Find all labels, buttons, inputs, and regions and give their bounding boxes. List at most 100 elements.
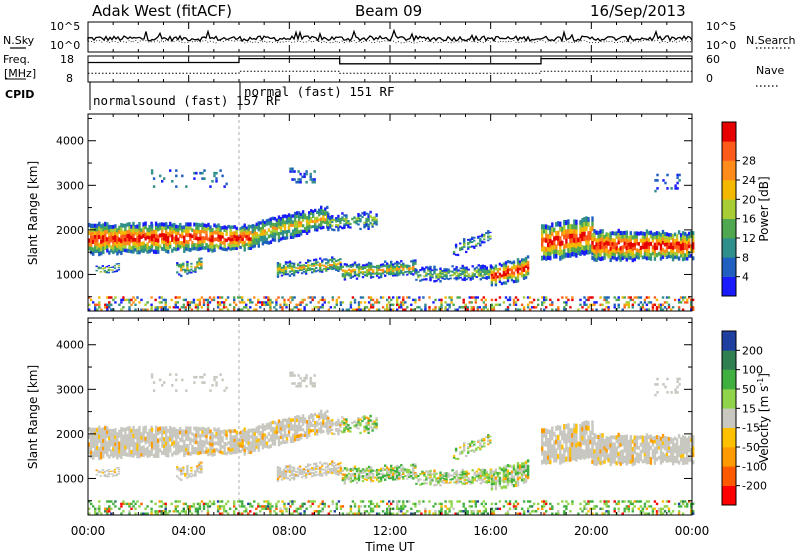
power-cell-1075 <box>341 269 345 272</box>
velocity-cell-452 <box>219 435 222 439</box>
velocity-cell-1888 <box>609 439 612 444</box>
velocity-cell-479 <box>229 438 232 443</box>
velocity-cell-634 <box>275 422 279 426</box>
power-cell-1435 <box>479 266 482 270</box>
power-cell-1867 <box>603 245 606 250</box>
power-cell-2262 <box>181 174 184 178</box>
power-cell-2778 <box>494 298 498 302</box>
velocity-cell-1955 <box>629 452 632 457</box>
power-cell-2662 <box>390 298 393 302</box>
velocity-cell-896 <box>373 420 376 423</box>
velocity-cell-584 <box>261 445 265 450</box>
power-cell-1921 <box>619 238 622 243</box>
velocity-cell-1378 <box>457 478 460 481</box>
velocity-cell-1450 <box>485 481 488 484</box>
power-cell-1220 <box>394 265 397 268</box>
velocity-cell-1215 <box>392 467 395 470</box>
power-cell-2876 <box>605 306 608 309</box>
power-cell-1395 <box>463 272 466 276</box>
power-cell-857 <box>357 220 360 223</box>
power-cell-1766 <box>575 229 578 235</box>
velocity-cell-715 <box>301 428 305 432</box>
velocity-cell-327 <box>181 448 184 452</box>
velocity-cell-1728 <box>565 442 568 448</box>
velocity-cell-120 <box>120 438 123 444</box>
power-cell-2773 <box>490 303 494 306</box>
power-cell-1743 <box>569 233 572 239</box>
power-cell-836 <box>343 217 346 221</box>
velocity-cell-1198 <box>388 471 391 474</box>
power-cell-2311 <box>654 189 657 193</box>
power-cell-2205 <box>198 267 201 270</box>
velocity-cell-428 <box>211 438 214 443</box>
power-cell-2895 <box>623 306 626 309</box>
power-cell-2263 <box>185 185 188 188</box>
velocity-cell-1762 <box>575 451 578 457</box>
power-cell-1083 <box>345 273 349 276</box>
power-cell-1993 <box>641 241 645 246</box>
power-cell-538 <box>247 240 250 244</box>
power-cell-2408 <box>162 298 165 302</box>
power-cell-2325 <box>676 176 679 179</box>
power-cell-2585 <box>317 308 320 311</box>
velocity-cell-1646 <box>526 467 530 471</box>
velocity-cell-256 <box>159 448 162 453</box>
velocity-cell-1854 <box>599 441 602 446</box>
power-cell-1852 <box>599 245 602 250</box>
power-cell-639 <box>277 222 281 226</box>
power-cell-1277 <box>414 259 417 262</box>
velocity-cell-412 <box>207 448 210 453</box>
power-cell-1759 <box>573 224 576 229</box>
power-cell-250 <box>157 246 160 251</box>
power-cell-1973 <box>633 231 636 236</box>
velocity-cell-200 <box>142 437 145 442</box>
power-cell-2078 <box>667 254 671 259</box>
velocity-cell-1604 <box>512 464 516 468</box>
power-cell-369 <box>193 222 196 227</box>
power-cell-423 <box>209 225 212 229</box>
power-cell-1819 <box>591 221 594 227</box>
velocity-cell-419 <box>209 442 212 446</box>
power-cell-2359 <box>114 301 117 304</box>
velocity-cell-1388 <box>461 474 464 477</box>
power-cell-1437 <box>481 276 484 279</box>
power-cell-877 <box>365 217 368 220</box>
velocity-cell-352 <box>187 430 190 434</box>
velocity-cell-1545 <box>492 475 496 479</box>
power-cell-2550 <box>283 301 286 304</box>
power-cell-1812 <box>589 230 592 236</box>
power-cell-186 <box>138 237 141 243</box>
power-cell-258 <box>159 226 162 231</box>
velocity-cell-478 <box>229 442 232 446</box>
power-cell-32 <box>96 234 99 239</box>
velocity-cell-383 <box>197 426 200 431</box>
power-cell-232 <box>150 234 154 238</box>
power-cell-1767 <box>575 224 578 230</box>
velocity-cell-1097 <box>349 469 353 472</box>
velocity-cell-1460 <box>487 476 490 479</box>
power-cell-2638 <box>369 298 373 302</box>
power-cell-2 <box>88 238 91 243</box>
velocity-cell-23 <box>94 442 97 447</box>
power-cell-2241 <box>113 267 117 269</box>
power-cell-1977 <box>635 241 638 246</box>
velocity-cell-923 <box>282 475 286 478</box>
power-cell-1800 <box>585 221 588 227</box>
power-cell-94 <box>112 224 115 229</box>
velocity-cell-95 <box>114 452 117 457</box>
power-cell-1945 <box>625 230 628 235</box>
power-cell-1998 <box>643 252 647 256</box>
power-cell-6 <box>90 246 93 251</box>
velocity-cell-385 <box>199 447 202 452</box>
power-cell-299 <box>171 227 174 232</box>
power-cell-2570 <box>301 301 304 304</box>
power-cell-1316 <box>433 280 436 283</box>
power-cell-437 <box>215 237 218 241</box>
velocity-cell-1668 <box>545 428 548 434</box>
power-cell-1100 <box>351 270 355 273</box>
power-cell-2903 <box>627 296 630 299</box>
power-cell-2152 <box>688 235 691 239</box>
power-cell-2567 <box>299 308 302 311</box>
power-cell-2393 <box>150 296 153 299</box>
velocity-cell-569 <box>255 429 258 434</box>
